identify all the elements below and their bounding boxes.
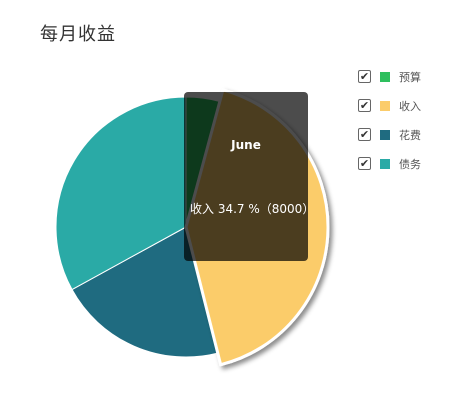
chart-title: 每月收益: [40, 24, 116, 45]
legend-label: 收入: [399, 99, 421, 113]
legend-swatch: [380, 129, 390, 140]
tooltip-percent: 34.7: [217, 202, 245, 216]
legend-checkbox[interactable]: ✔: [358, 99, 371, 112]
legend-label: 花费: [399, 128, 421, 142]
legend-item-income[interactable]: ✔ 收入: [358, 95, 421, 116]
tooltip-body: 收入 34.7 %（8000）: [190, 202, 315, 216]
pie-slice-2[interactable]: [71, 226, 219, 358]
legend-label: 债务: [399, 157, 421, 171]
tooltip-value: 8000: [271, 202, 303, 216]
legend-checkbox[interactable]: ✔: [358, 70, 371, 83]
pie-slice-3[interactable]: [55, 96, 187, 291]
legend-swatch: [380, 158, 390, 169]
tooltip-title: June: [231, 138, 261, 152]
legend-swatch: [380, 71, 390, 82]
tooltip: June 收入 34.7 %（8000）: [184, 92, 314, 261]
legend: ✔ 预算 ✔ 收入 ✔ 花费 ✔ 债务: [358, 66, 421, 182]
legend-checkbox[interactable]: ✔: [358, 128, 371, 141]
legend-item-debt[interactable]: ✔ 债务: [358, 153, 421, 174]
legend-item-expense[interactable]: ✔ 花费: [358, 124, 421, 145]
tooltip-series: 收入: [190, 202, 215, 216]
legend-swatch: [380, 100, 390, 111]
legend-item-budget[interactable]: ✔ 预算: [358, 66, 421, 87]
legend-label: 预算: [399, 70, 421, 84]
legend-checkbox[interactable]: ✔: [358, 157, 371, 170]
